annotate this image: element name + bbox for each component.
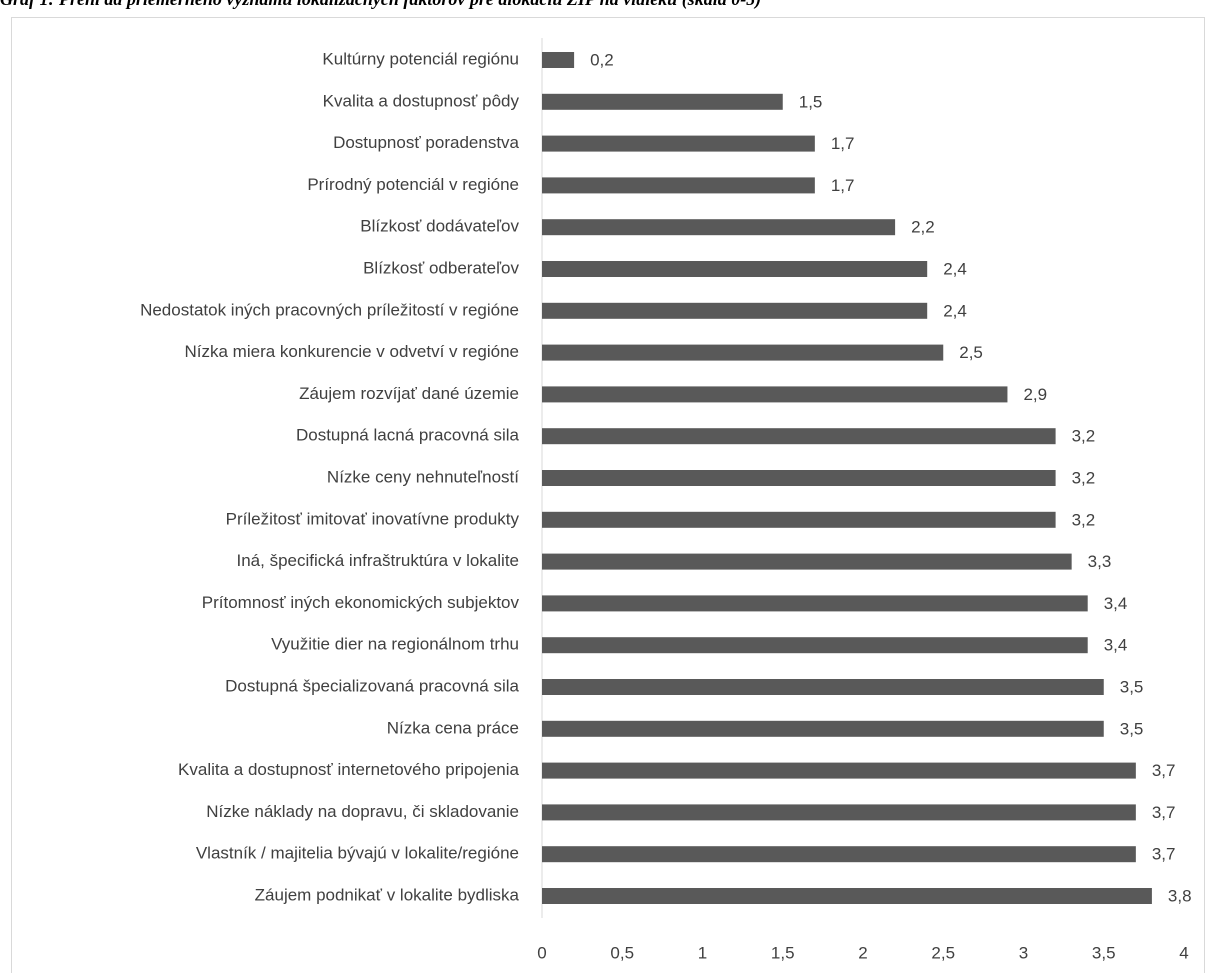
bar (542, 637, 1088, 654)
x-tick-label: 3,5 (1092, 943, 1116, 962)
bar (542, 219, 896, 236)
data-label: 2,2 (911, 218, 935, 237)
data-label: 3,8 (1168, 886, 1192, 905)
chart-caption: Graf 1: Prehľad priemerného významu loka… (0, 0, 1206, 10)
data-label: 3,3 (1088, 552, 1112, 571)
category-label: Nízka miera konkurencie v odvetví v regi… (185, 342, 520, 361)
bar (542, 386, 1008, 403)
category-label: Dostupná lacná pracovná sila (296, 426, 520, 445)
data-label: 3,2 (1072, 510, 1096, 529)
bar (542, 344, 944, 361)
data-label: 3,2 (1072, 468, 1096, 487)
bar (542, 511, 1056, 528)
category-label: Kultúrny potenciál regiónu (322, 49, 519, 68)
category-label: Blízkosť odberateľov (363, 258, 519, 277)
data-label: 2,4 (943, 259, 967, 278)
category-label: Nízke ceny nehnuteľností (327, 467, 519, 486)
bar (542, 846, 1136, 863)
category-label: Prírodný potenciál v regióne (307, 175, 519, 194)
data-label: 3,5 (1120, 677, 1144, 696)
data-label: 3,7 (1152, 803, 1176, 822)
x-tick-label: 1 (698, 943, 707, 962)
category-label: Nízke náklady na dopravu, či skladovanie (206, 802, 519, 821)
category-label: Dostupnosť poradenstva (333, 133, 519, 152)
data-label: 3,7 (1152, 845, 1176, 864)
x-tick-label: 0,5 (610, 943, 634, 962)
x-tick-label: 4 (1179, 943, 1188, 962)
bar (542, 888, 1152, 904)
bar (542, 261, 928, 277)
data-label: 2,9 (1023, 385, 1047, 404)
category-label: Nedostatok iných pracovných príležitostí… (140, 300, 519, 319)
category-label: Kvalita a dostupnosť internetového pripo… (178, 760, 519, 779)
data-label: 1,5 (799, 92, 823, 111)
category-label: Príležitosť imitovať inovatívne produkty (226, 509, 520, 528)
bar (542, 302, 928, 319)
bar (542, 470, 1056, 486)
data-label: 3,4 (1104, 636, 1128, 655)
bar (542, 135, 815, 152)
data-label: 2,4 (943, 301, 967, 320)
category-label: Iná, špecifická infraštruktúra v lokalit… (236, 551, 519, 570)
category-label: Kvalita a dostupnosť pôdy (323, 91, 520, 110)
data-label: 2,5 (959, 343, 983, 362)
category-label: Nízka cena práce (387, 718, 519, 737)
category-label: Blízkosť dodávateľov (360, 217, 519, 236)
bar (542, 52, 575, 68)
category-label: Dostupná špecializovaná pracovná sila (225, 676, 519, 695)
bar (542, 93, 783, 110)
data-label: 3,7 (1152, 761, 1176, 780)
data-label: 3,4 (1104, 594, 1128, 613)
x-tick-label: 2 (858, 943, 867, 962)
data-label: 3,2 (1072, 427, 1096, 446)
data-label: 1,7 (831, 176, 855, 195)
bar (542, 428, 1056, 445)
bar (542, 595, 1088, 612)
category-label: Záujem rozvíjať dané územie (299, 384, 519, 403)
bar (542, 804, 1136, 821)
data-label: 1,7 (831, 134, 855, 153)
x-tick-label: 1,5 (771, 943, 795, 962)
x-tick-label: 3 (1019, 943, 1028, 962)
bar (542, 720, 1104, 737)
data-label: 3,5 (1120, 719, 1144, 738)
category-label: Vlastník / majitelia bývajú v lokalite/r… (196, 844, 519, 863)
x-tick-label: 0 (537, 943, 546, 962)
x-tick-label: 2,5 (931, 943, 955, 962)
bar (542, 553, 1072, 570)
category-label: Záujem podnikať v lokalite bydliska (255, 885, 520, 904)
bar (542, 177, 815, 194)
category-label: Využitie dier na regionálnom trhu (271, 635, 519, 654)
chart-area (11, 17, 1205, 973)
bar (542, 679, 1104, 695)
category-label: Prítomnosť iných ekonomických subjektov (202, 593, 520, 612)
data-label: 0,2 (590, 50, 614, 69)
bar (542, 762, 1136, 779)
